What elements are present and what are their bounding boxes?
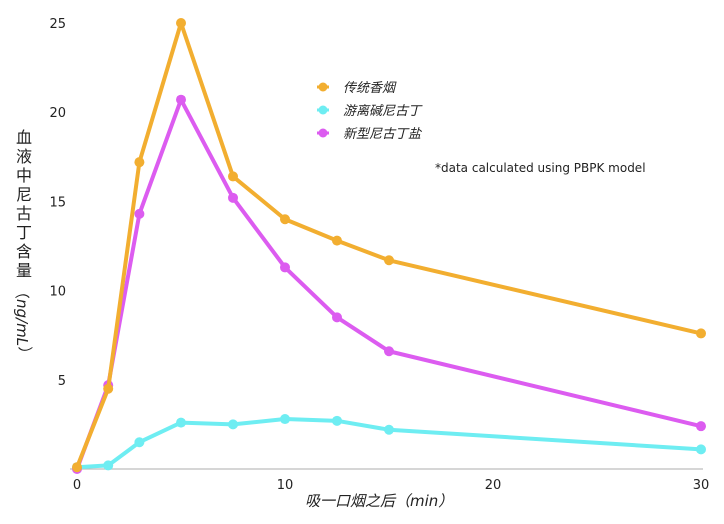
data-point bbox=[103, 460, 114, 471]
y-axis-title-char: 丁 bbox=[15, 223, 32, 242]
series-line bbox=[75, 97, 703, 471]
legend-marker-icon bbox=[318, 128, 328, 138]
legend-item: 传统香烟 bbox=[317, 81, 397, 96]
data-point bbox=[332, 312, 342, 323]
y-tick-label: 10 bbox=[49, 285, 66, 300]
legend-marker-icon bbox=[318, 105, 328, 115]
data-point bbox=[228, 192, 238, 203]
data-point bbox=[103, 383, 114, 394]
y-axis-title-char: 古 bbox=[15, 204, 32, 223]
x-tick-label: 10 bbox=[277, 478, 294, 493]
x-tick-label: 0 bbox=[73, 478, 81, 493]
y-tick-label: 20 bbox=[49, 106, 66, 121]
data-point bbox=[280, 214, 290, 225]
y-axis-title-char: 含 bbox=[15, 242, 32, 261]
data-point bbox=[384, 424, 394, 435]
series-1 bbox=[72, 414, 706, 473]
annotation-note: *data calculated using PBPK model bbox=[435, 161, 646, 175]
data-point bbox=[384, 346, 394, 357]
data-point bbox=[332, 235, 342, 246]
data-point bbox=[176, 417, 186, 428]
legend-label: 游离碱尼古丁 bbox=[343, 103, 423, 119]
x-tick-label: 30 bbox=[693, 478, 710, 493]
x-axis-title: 吸一口烟之后（min） bbox=[305, 492, 453, 510]
data-point bbox=[176, 18, 186, 28]
data-point bbox=[228, 171, 238, 182]
series-lines bbox=[72, 18, 706, 474]
data-point bbox=[280, 262, 290, 273]
data-point bbox=[134, 437, 145, 448]
y-tick-label: 25 bbox=[49, 17, 66, 32]
data-point bbox=[134, 157, 145, 168]
legend-label: 新型尼古丁盐 bbox=[343, 127, 423, 142]
data-point bbox=[72, 462, 82, 473]
legend-marker-icon bbox=[318, 82, 328, 92]
data-point bbox=[134, 208, 145, 219]
data-point bbox=[696, 444, 706, 455]
y-tick-label: 5 bbox=[58, 374, 66, 389]
data-point bbox=[696, 421, 706, 432]
series-2 bbox=[72, 94, 706, 474]
data-point bbox=[384, 255, 394, 266]
data-point bbox=[332, 415, 342, 426]
y-axis-title-char: 量 bbox=[15, 261, 32, 280]
y-axis-title-char: 血 bbox=[15, 128, 32, 147]
data-point bbox=[228, 419, 238, 430]
data-point bbox=[176, 94, 186, 105]
legend-item: 游离碱尼古丁 bbox=[317, 103, 423, 119]
y-axis-title-text: 血液中尼古丁含量 bbox=[12, 128, 36, 280]
y-axis-title-char: 尼 bbox=[15, 185, 32, 204]
y-axis-title-unit: （ng/mL） bbox=[13, 284, 31, 362]
y-tick-label: 15 bbox=[49, 195, 66, 210]
y-axis-title-char: 液 bbox=[15, 147, 32, 166]
y-tick-labels: 5 10 15 20 25 bbox=[49, 17, 66, 389]
x-tick-labels: 0 10 20 30 bbox=[73, 478, 709, 493]
data-point bbox=[696, 328, 706, 339]
series-0 bbox=[72, 18, 706, 473]
legend-item: 新型尼古丁盐 bbox=[317, 127, 423, 142]
y-axis-title: 血液中尼古丁含量 （ng/mL） bbox=[12, 128, 36, 361]
x-tick-label: 20 bbox=[485, 478, 502, 493]
y-axis-title-char: 中 bbox=[15, 166, 32, 185]
legend-label: 传统香烟 bbox=[343, 81, 397, 96]
data-point bbox=[280, 414, 290, 425]
